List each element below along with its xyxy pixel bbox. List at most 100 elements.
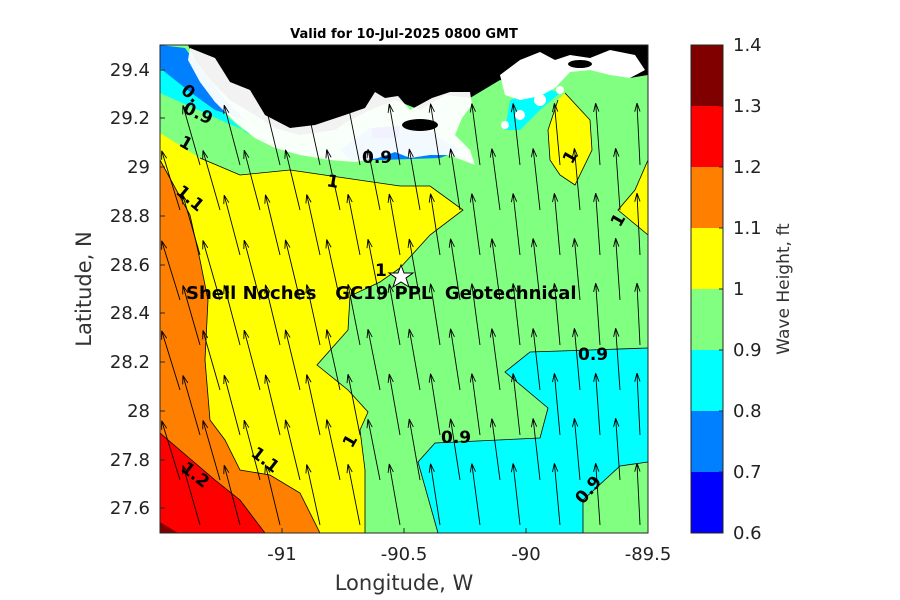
wave-vector-arrow — [243, 239, 261, 301]
wave-vector-arrow — [366, 418, 381, 481]
wave-vector-arrow — [223, 284, 241, 346]
wave-vector-arrow — [530, 418, 541, 481]
wave-vector-arrow — [469, 283, 481, 346]
wave-vector-arrow — [366, 328, 381, 391]
x-tick-label: -90 — [511, 544, 540, 565]
wave-vector-arrow — [346, 283, 361, 346]
wave-vector-arrow — [284, 239, 301, 301]
region-1.0-1.1-west — [160, 133, 463, 533]
colorbar-segment — [691, 472, 723, 533]
wave-vector-arrow — [223, 374, 241, 436]
wave-vector-arrow — [613, 417, 621, 481]
y-tick-label: 28.8 — [110, 206, 150, 227]
wave-vector-arrow — [182, 375, 201, 436]
wave-vector-arrow — [593, 462, 601, 526]
site-label: Shell Noches GC19 PPL Geotechnical — [186, 283, 577, 304]
wave-vector-arrow — [407, 148, 421, 211]
region-0.8-0.9-south — [418, 348, 648, 533]
contour-label: 0.9 — [441, 428, 471, 448]
wave-vector-arrow — [325, 419, 341, 481]
x-axis: -91 -90.5 -90 -89.5 — [267, 528, 671, 565]
wave-vector-arrow — [428, 373, 441, 436]
wave-vector-arrow — [243, 149, 261, 211]
wave-vector-arrow — [510, 463, 521, 526]
wave-vector-arrow — [593, 282, 601, 346]
wave-vector-arrow — [284, 419, 301, 481]
wave-vector-arrow — [243, 419, 261, 481]
colorbar-segment — [691, 289, 723, 350]
region-1.0-1.1-north — [548, 93, 592, 185]
wave-vector-arrow — [305, 464, 321, 526]
colorbar-segment — [691, 167, 723, 228]
y-tick-label: 27.6 — [110, 498, 150, 519]
y-tick-label: 28.6 — [110, 255, 150, 276]
wave-vector-arrow — [613, 327, 621, 391]
wave-vector-arrow — [202, 240, 221, 301]
wave-vector-arrow — [448, 418, 461, 481]
plot-area: 0. 0.9 1 1.1 1.2 0.9 1 1 1 1 1.1 1 0.9 0… — [160, 45, 660, 533]
wave-vector-arrow — [387, 463, 401, 526]
wave-vector-arrow — [655, 328, 660, 390]
wave-vector-arrow — [552, 193, 561, 256]
wave-vector-arrow — [572, 238, 581, 301]
wave-vector-arrow — [366, 238, 381, 301]
wave-vector-arrow — [161, 240, 181, 301]
colorbar-segment — [691, 411, 723, 472]
wave-vector-arrow — [552, 283, 561, 346]
y-tick-label: 29.2 — [110, 108, 150, 129]
wave-vector-arrow — [428, 103, 441, 166]
colorbar: 1.4 1.3 1.2 1.1 1 0.9 0.8 0.7 0.6 Wave H… — [690, 35, 794, 544]
x-axis-label: Longitude, W — [335, 571, 474, 595]
colorbar-segment — [691, 350, 723, 411]
wave-vector-arrow — [655, 148, 660, 210]
wave-vector-arrow — [387, 373, 401, 436]
colorbar-tick-label: 0.7 — [733, 462, 762, 483]
region-1.2-1.3 — [160, 433, 265, 533]
wave-direction-arrows — [160, 102, 660, 526]
y-axis: 29.4 29.2 29 28.8 28.6 28.4 28.2 28 27.8… — [110, 60, 165, 519]
wave-vector-arrow — [305, 284, 321, 346]
wave-vector-arrow — [182, 285, 201, 346]
wave-vector-arrow — [655, 418, 660, 480]
y-tick-label: 29 — [127, 157, 150, 178]
x-tick-label: -90.5 — [381, 544, 428, 565]
wave-vector-arrow — [510, 103, 521, 166]
wave-vector-arrow — [613, 237, 621, 301]
wave-vector-arrow — [572, 418, 581, 481]
wave-vector-arrow — [510, 373, 521, 436]
wave-vector-arrow — [264, 194, 281, 256]
wave-vector-arrow — [264, 464, 281, 526]
wave-vector-arrow — [223, 194, 241, 256]
wave-vector-arrow — [448, 238, 461, 301]
wave-vector-arrow — [530, 148, 541, 211]
wave-vector-arrow — [325, 149, 341, 211]
contour-label: 0.9 — [362, 148, 392, 168]
wave-vector-arrow — [325, 329, 341, 391]
wave-vector-arrow — [202, 420, 221, 481]
wave-vector-arrow — [634, 102, 641, 166]
y-tick-label: 28.2 — [110, 352, 150, 373]
wave-vector-arrow — [469, 373, 481, 436]
x-tick-label: -91 — [267, 544, 296, 565]
wave-vector-arrow — [634, 372, 641, 436]
wave-vector-arrow — [593, 192, 601, 256]
wave-vector-arrow — [161, 330, 181, 391]
wave-vector-arrow — [572, 328, 581, 391]
wave-vector-arrow — [428, 283, 441, 346]
wave-vector-arrow — [489, 148, 501, 211]
wave-vector-arrow — [469, 193, 481, 256]
wave-vector-arrow — [552, 373, 561, 436]
wave-vector-arrow — [613, 147, 621, 211]
y-tick-label: 28.4 — [110, 303, 150, 324]
wave-vector-arrow — [305, 104, 321, 166]
wave-vector-arrow — [387, 103, 401, 166]
wave-vector-arrow — [530, 238, 541, 301]
wave-vector-arrow — [552, 463, 561, 526]
wave-vector-arrow — [161, 420, 181, 481]
wave-vector-arrow — [407, 418, 421, 481]
y-axis-label: Latitude, N — [72, 231, 96, 347]
wave-vector-arrow — [510, 283, 521, 346]
colorbar-tick-label: 0.9 — [733, 340, 762, 361]
wave-vector-arrow — [346, 103, 361, 166]
wave-vector-arrow — [284, 149, 301, 211]
